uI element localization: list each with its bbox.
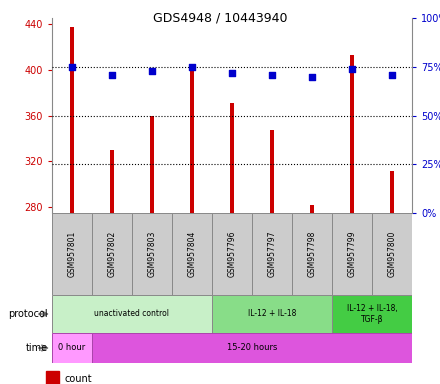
Bar bbox=[212, 213, 252, 295]
Bar bbox=[332, 295, 412, 333]
Bar bbox=[52, 295, 212, 333]
Bar bbox=[52, 333, 92, 363]
Bar bbox=[212, 295, 332, 333]
Text: GSM957796: GSM957796 bbox=[227, 231, 237, 277]
Bar bbox=[230, 103, 235, 213]
Point bbox=[268, 71, 275, 78]
Text: GSM957800: GSM957800 bbox=[388, 231, 396, 277]
Bar bbox=[389, 170, 394, 213]
Point bbox=[308, 73, 315, 79]
Text: GSM957801: GSM957801 bbox=[67, 231, 77, 277]
Point bbox=[188, 64, 195, 70]
Bar bbox=[252, 213, 292, 295]
Bar bbox=[172, 213, 212, 295]
Point bbox=[389, 71, 396, 78]
Bar bbox=[270, 131, 275, 213]
Text: GSM957797: GSM957797 bbox=[268, 231, 276, 277]
Bar bbox=[92, 213, 132, 295]
Bar bbox=[132, 213, 172, 295]
Text: count: count bbox=[64, 374, 92, 384]
Text: time: time bbox=[26, 343, 48, 353]
Text: protocol: protocol bbox=[8, 309, 48, 319]
Bar bbox=[92, 333, 412, 363]
Point bbox=[148, 68, 155, 74]
Bar bbox=[110, 150, 114, 213]
Text: IL-12 + IL-18,
TGF-β: IL-12 + IL-18, TGF-β bbox=[347, 304, 397, 324]
Bar bbox=[332, 213, 372, 295]
Point bbox=[109, 71, 116, 78]
Bar bbox=[70, 27, 74, 213]
Bar bbox=[310, 205, 315, 213]
Bar bbox=[52, 213, 92, 295]
Point bbox=[69, 64, 76, 70]
Bar bbox=[190, 71, 194, 213]
Bar bbox=[372, 213, 412, 295]
Text: GSM957804: GSM957804 bbox=[187, 231, 197, 277]
Point bbox=[228, 70, 235, 76]
Text: GSM957802: GSM957802 bbox=[107, 231, 117, 277]
Text: unactivated control: unactivated control bbox=[95, 310, 169, 318]
Bar bbox=[46, 371, 59, 384]
Text: GDS4948 / 10443940: GDS4948 / 10443940 bbox=[153, 12, 287, 25]
Bar bbox=[150, 116, 154, 213]
Text: GSM957798: GSM957798 bbox=[308, 231, 316, 277]
Bar bbox=[350, 55, 354, 213]
Text: GSM957803: GSM957803 bbox=[147, 231, 157, 277]
Bar bbox=[292, 213, 332, 295]
Text: IL-12 + IL-18: IL-12 + IL-18 bbox=[248, 310, 296, 318]
Point bbox=[348, 66, 356, 72]
Text: 0 hour: 0 hour bbox=[59, 344, 86, 353]
Text: 15-20 hours: 15-20 hours bbox=[227, 344, 277, 353]
Text: GSM957799: GSM957799 bbox=[348, 231, 356, 277]
